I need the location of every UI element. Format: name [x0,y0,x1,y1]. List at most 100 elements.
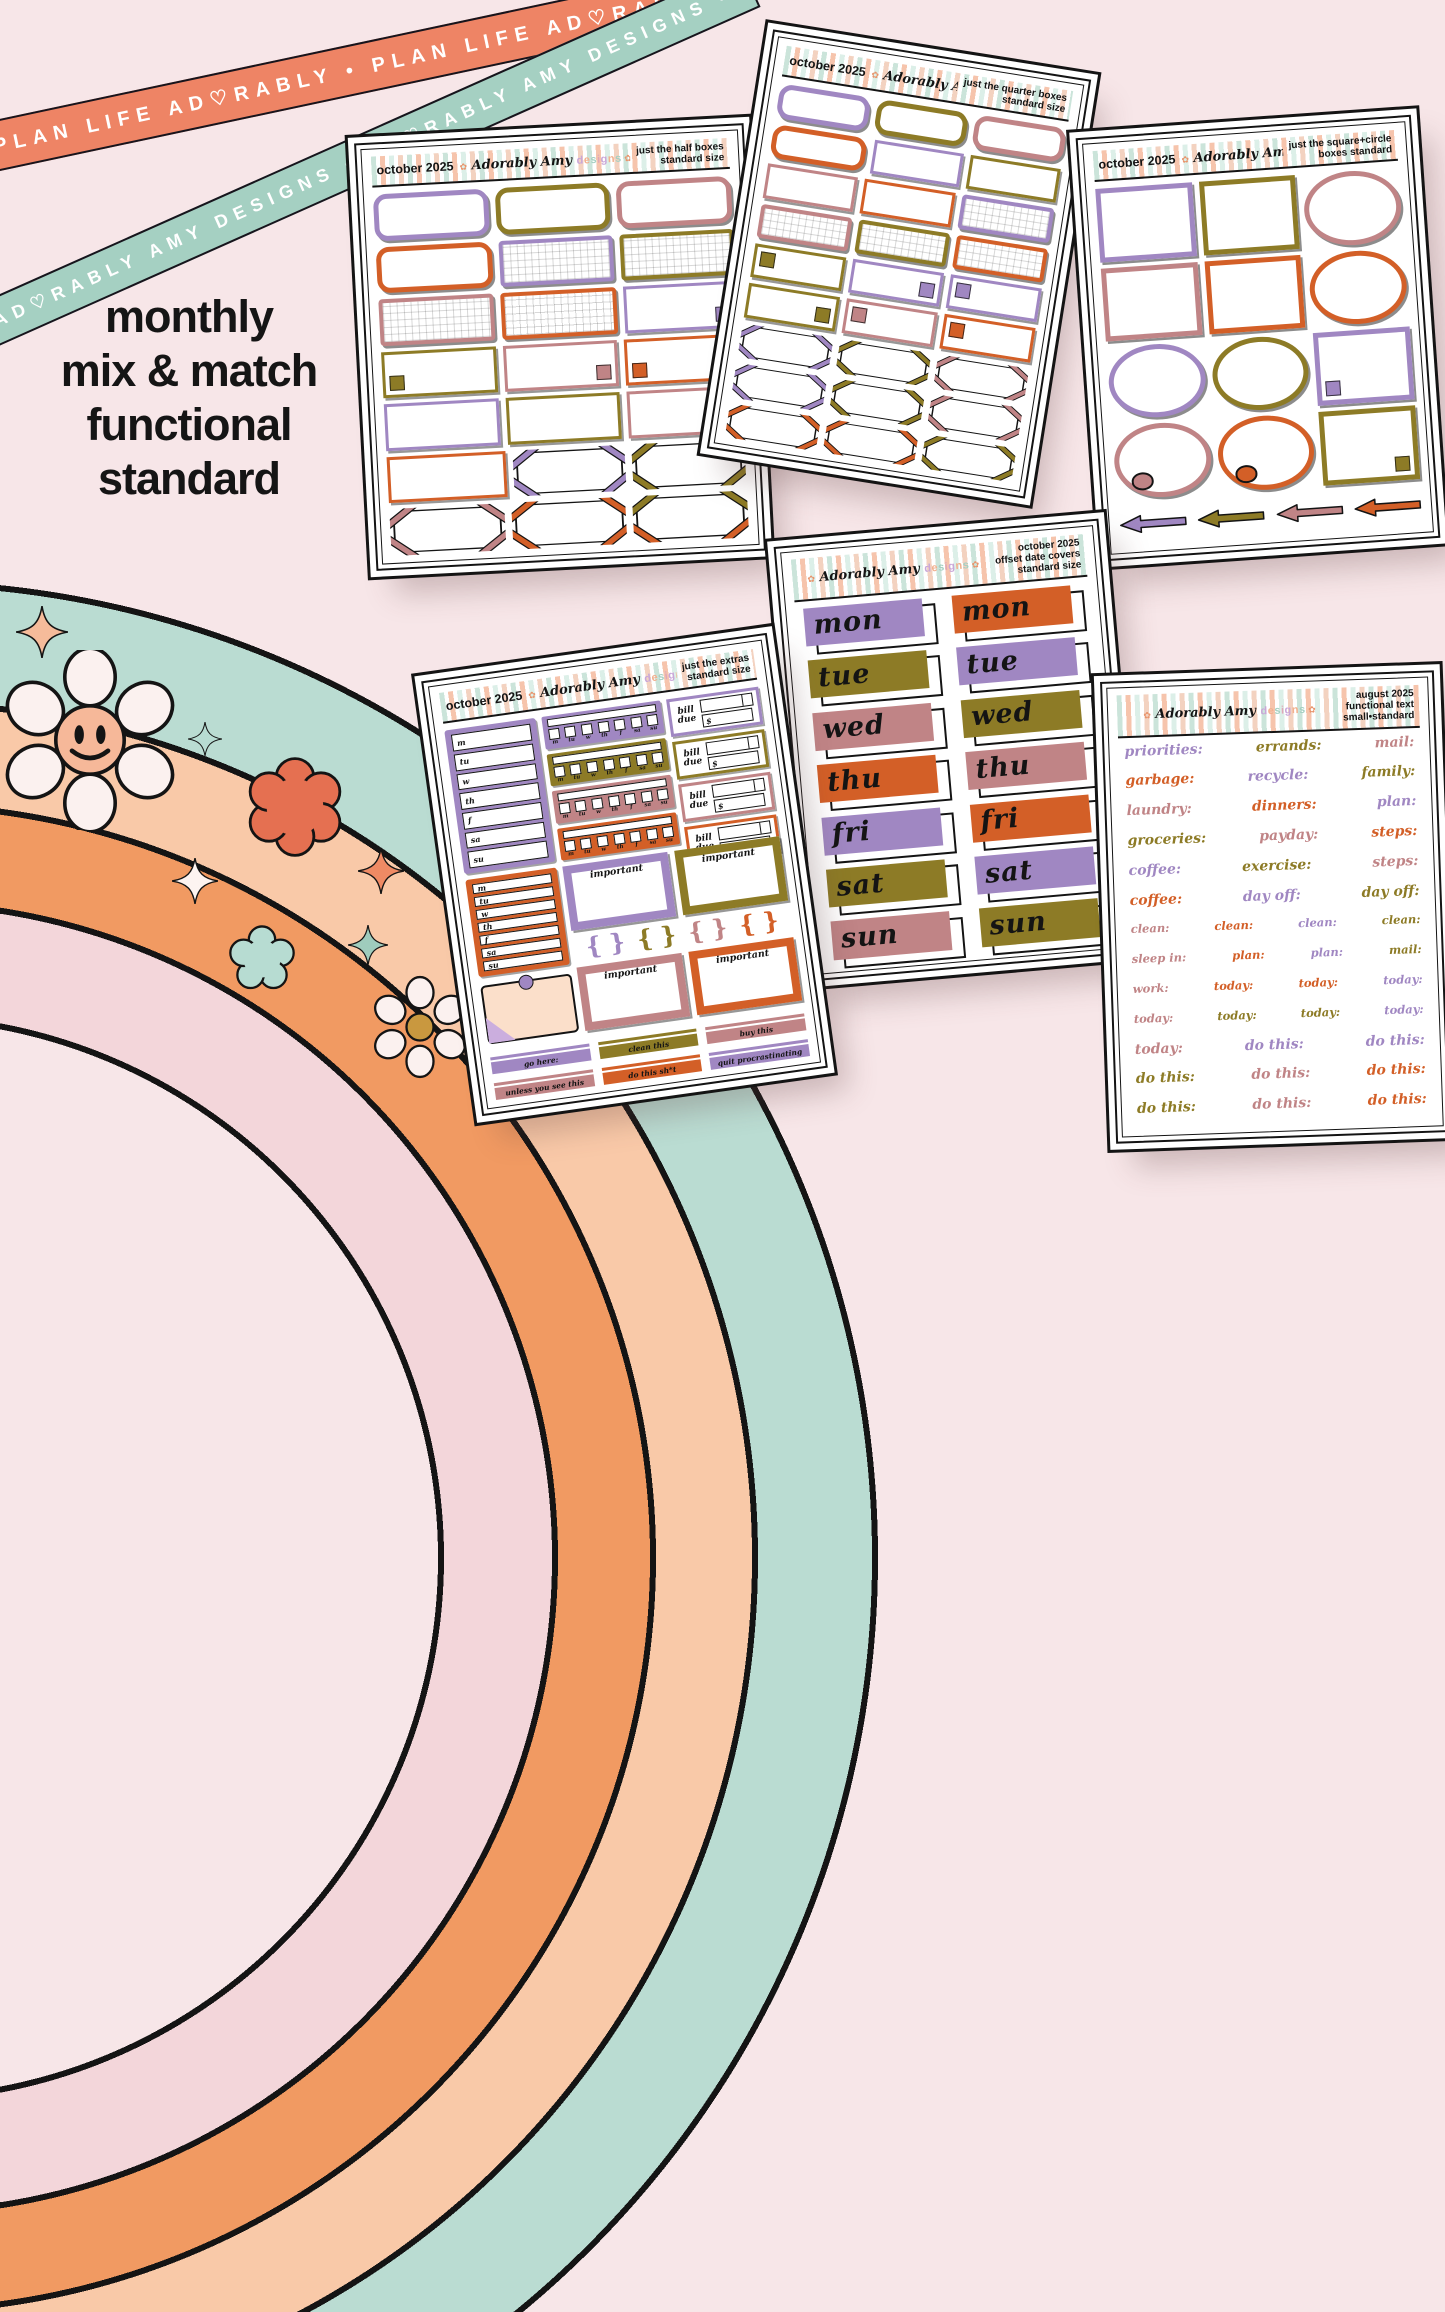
day-cover-fri: fri [969,793,1106,851]
page-title: monthly mix & match functional standard [44,290,334,506]
sheet-body [372,169,750,557]
arrow-left [1274,500,1345,526]
tracker-checkbox [558,802,571,815]
tracker-day-cell: sa [630,716,643,735]
title-line-4: standard [97,453,281,504]
grid-box [619,228,736,282]
sheet-body: m tu w th f sa su m tu w th f sa su m tu w th f sa su m tu w th f… [443,680,811,1101]
tracker-day-cell: m [563,839,577,858]
sticker-sheet-extras: october 2025✿ Adorably Amy designs ✿just… [421,632,828,1117]
day-cover-label: mon [812,604,884,642]
tracker-day-label: th [616,843,624,851]
cornersq-box [847,258,945,308]
functional-word: coffee: [1129,890,1183,909]
sheet-body: priorities: errands: mail: garbage: recycle:… [1118,727,1433,1129]
sidebar-day-label: w [461,775,471,787]
functional-word: recycle: [1247,767,1309,786]
arrow-left-icon [1120,515,1187,534]
functional-word: plan: [1310,944,1344,960]
tracker-day-cell: m [558,802,571,821]
functional-word: work: [1132,980,1169,996]
brand-name: Adorably Amy [882,68,959,96]
bracket-pair: { } [583,926,627,962]
arrow-row [1117,485,1423,546]
tracker-day-cell: w [580,723,594,742]
title-line-2: mix & match [60,345,319,396]
tracker-day-label: tu [568,736,576,744]
tracker-checkbox [607,795,621,808]
tracker-day-label: sa [633,727,642,735]
functional-word: today: [1298,974,1339,991]
star-teal-icon [348,925,388,965]
frame-box [965,154,1061,203]
corner-square [596,364,613,381]
sheet-title: just the square+circle boxes standard [1288,133,1392,163]
bill-checkbox [759,821,771,835]
sidebar-day-label: f [484,934,489,946]
sparkle-white-icon [172,858,218,904]
important-label: important [701,846,756,866]
currency-symbol: $ [705,715,713,726]
day-cover-sat: sat [825,858,962,916]
tracker-day-cell: sa [645,827,659,847]
tracker-checkbox [580,723,594,736]
functional-text-row: laundry: dinners: plan: [1124,793,1419,827]
sheet-month-label: october 2025 [1098,152,1176,172]
tracker-day-label: su [665,836,674,844]
brand-name: Adorably Amy [1193,144,1284,167]
rounded-box [615,176,733,229]
extras-mid-band: m tu w th f sa su important important{ }{ }{ }{ … [465,836,803,1045]
brand-designs-letter: n [674,668,679,682]
sticker-row [724,402,1017,483]
tracker-day-cell: tu [569,762,583,782]
functional-word: today: [1134,1039,1184,1058]
sidebar-day-label: m [456,736,467,748]
important-label: important [603,963,658,982]
washi-corner-box-icon [512,444,627,498]
sheet-month-label: october 2025 [444,688,524,714]
extras-left-column-2: m tu w th f sa su [465,867,580,1045]
corner-square [632,362,649,379]
grid-box [854,218,951,268]
sq-box [1204,254,1306,335]
teal-flower-icon [229,925,295,990]
daisy-icon: ✿ [968,558,980,570]
corner-square [948,322,966,340]
tracker-checkbox [580,836,593,850]
brand-designs: designs [644,667,678,685]
day-cover-label: tue [816,657,872,694]
day-cover-mon: mon [803,597,939,655]
functional-word: mail: [1374,733,1415,751]
bill-due-label: bill due [676,704,698,727]
functional-text-row: coffee: day off: day off: [1127,882,1422,916]
washi-corner-box [926,393,1023,443]
rounded-box [873,99,970,148]
sheet-title: october 2025 offset date covers standard s… [994,537,1082,578]
folded-corner [486,1014,516,1044]
important-label: important [715,947,770,966]
frame-box [869,139,965,188]
functional-word: dinners: [1251,796,1317,815]
bill-due-label: bill due [688,789,709,812]
circ-box [1111,420,1214,500]
corner-square [918,281,936,300]
brand-designs: designs [924,559,970,575]
day-cover-mon: mon [951,584,1087,642]
washi-corner-box [724,402,822,452]
tracker-day-cell: f [629,830,642,849]
arrow-left-icon [1276,504,1343,523]
brand-name: Adorably Amy [814,560,925,586]
functional-text-row: today: today: today: today: [1132,1002,1427,1036]
bill-due-label: bill due [682,747,703,769]
tracker-checkbox [564,725,577,739]
sticky-note [480,973,580,1045]
cornersq-box [750,243,847,292]
tracker-day-cell: th [612,832,626,851]
tracker-day-cell: m [548,728,561,747]
tracker-day-cell: su [651,751,665,770]
rounded-box [970,114,1068,164]
sq-box [1100,261,1203,342]
day-cover-thu: thu [816,754,952,812]
sheet-paper: october 2025 ✿ Adorably Amy designs ✿just… [360,129,760,565]
tracker-checkbox [656,788,670,801]
